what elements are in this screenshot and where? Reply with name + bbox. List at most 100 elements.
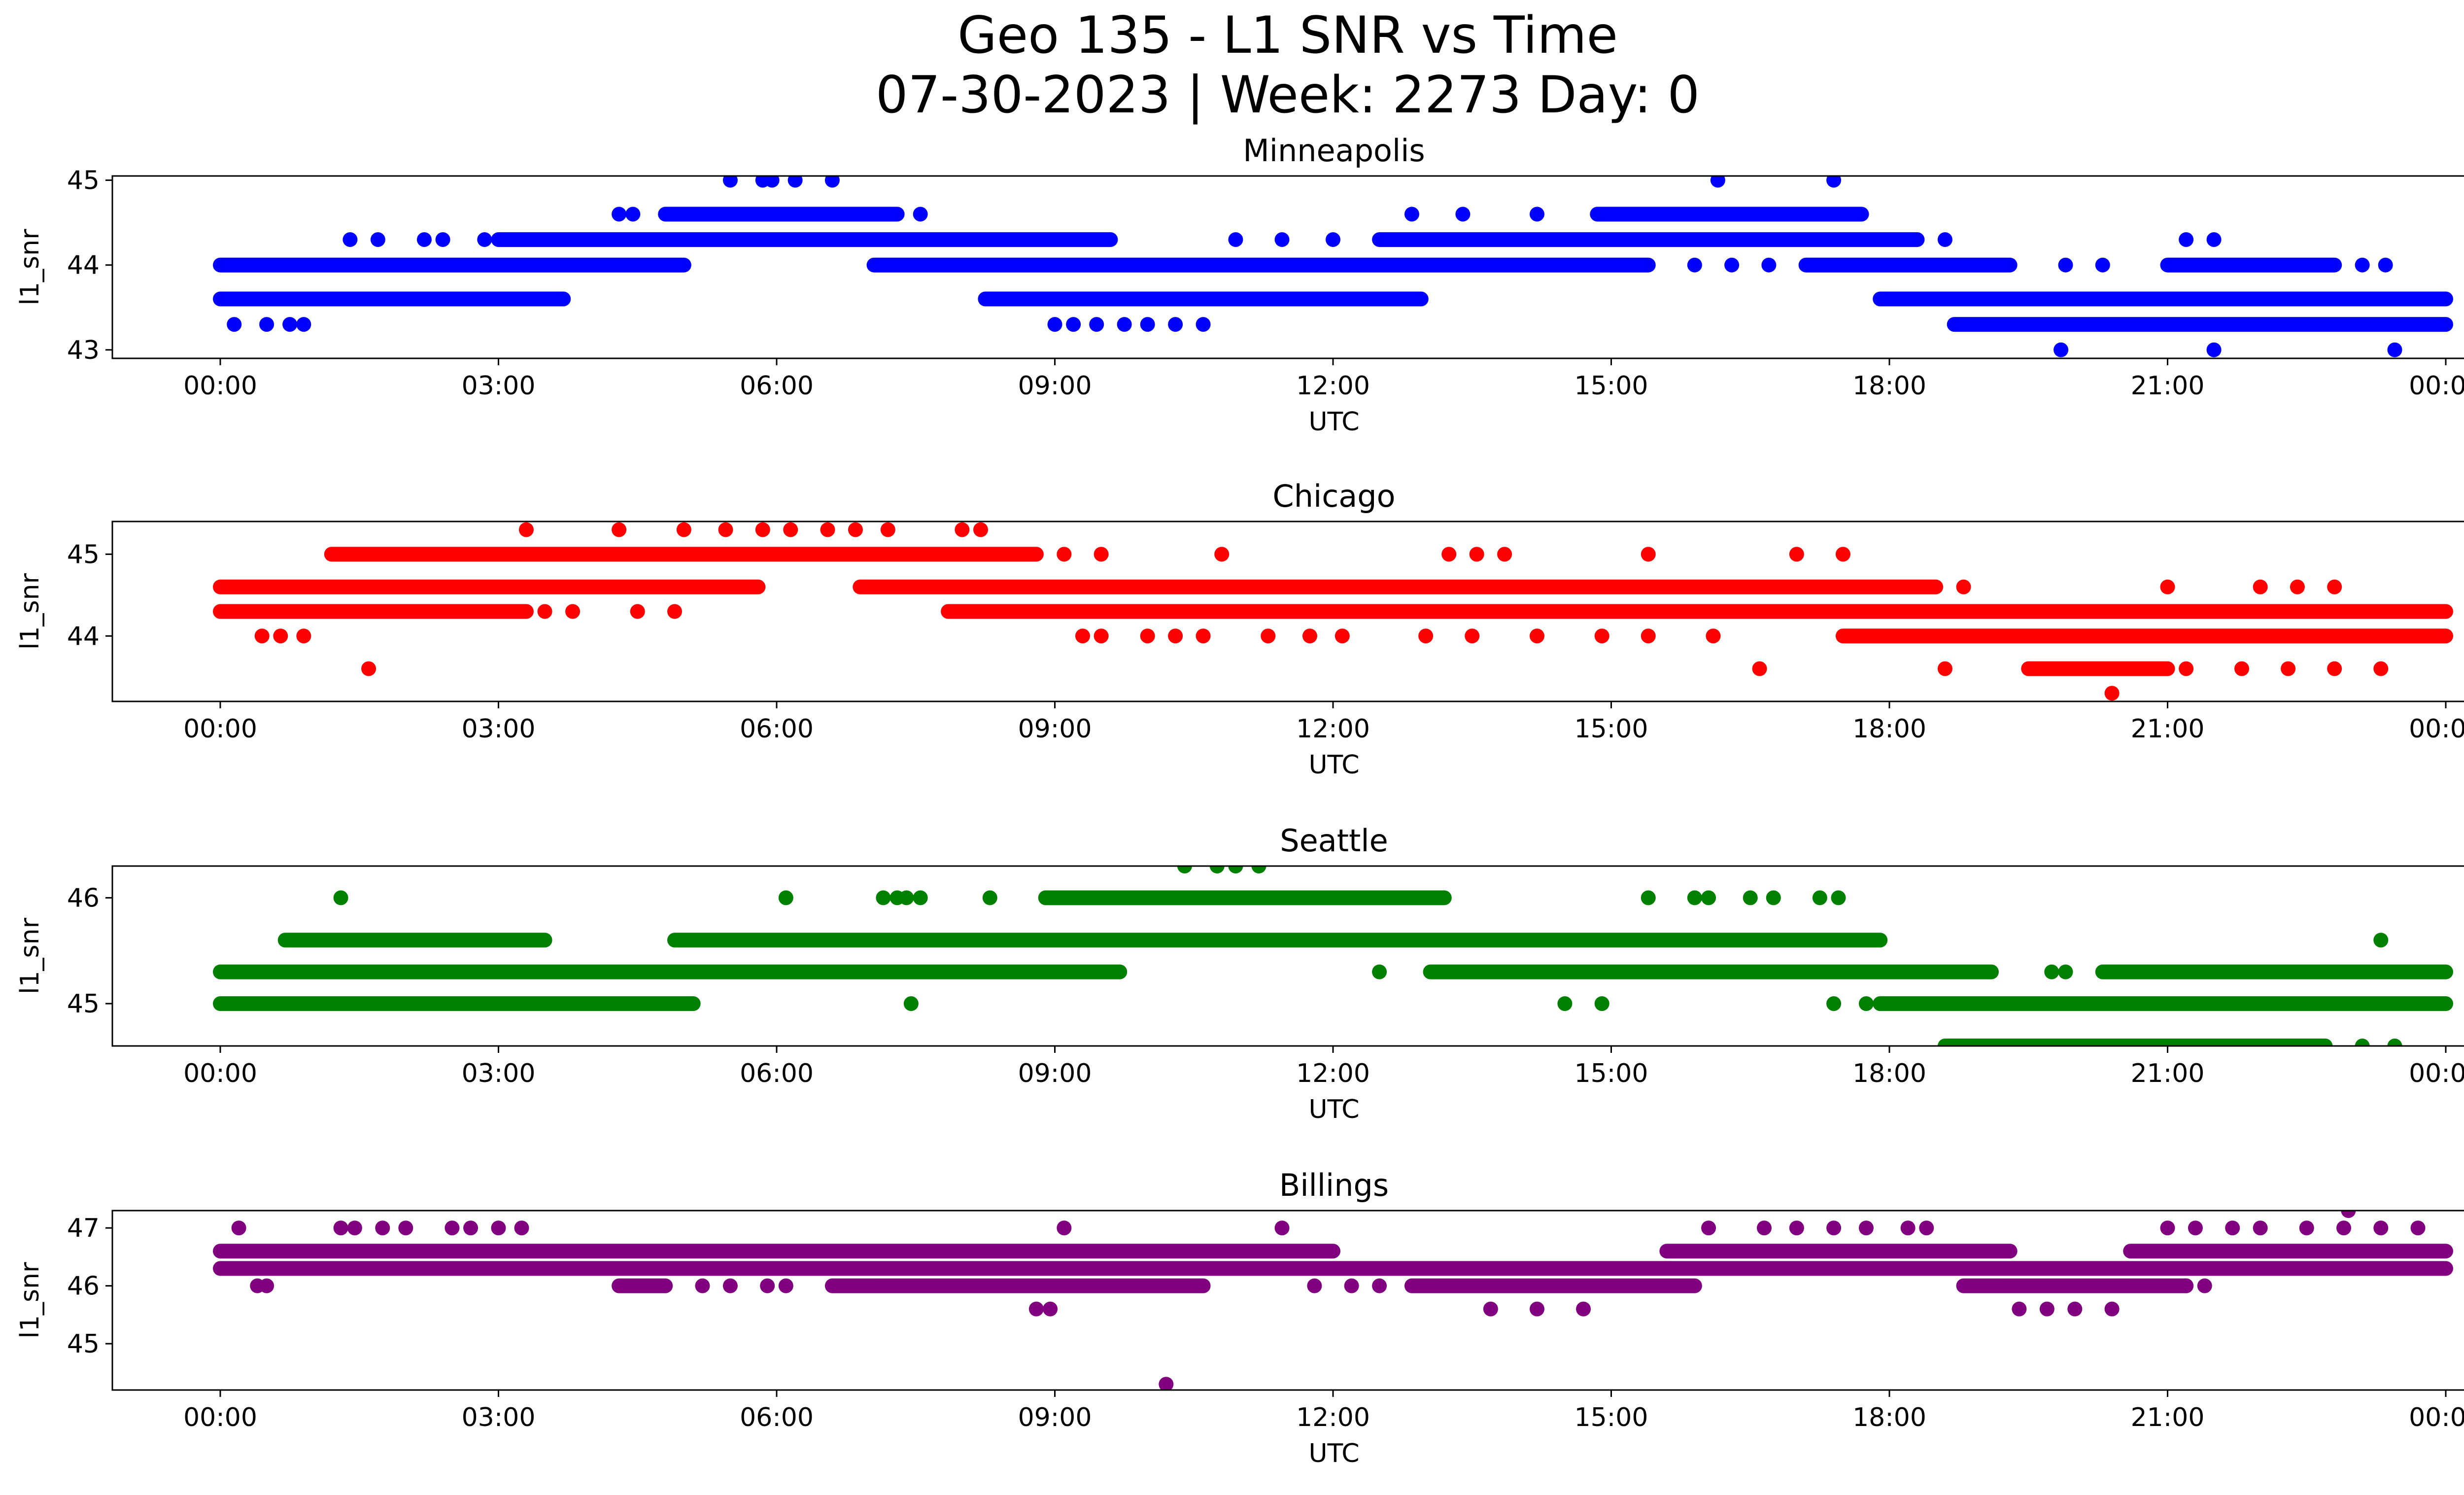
data-point [2067,1301,2083,1317]
data-band [1038,890,1452,905]
data-point [722,1278,738,1293]
data-point [1789,1220,1804,1236]
data-point [755,522,770,537]
data-point [231,1220,246,1236]
data-point [2179,661,2194,676]
data-point [1858,1220,1874,1236]
x-tick-label: 12:00 [1296,1403,1370,1432]
data-point [2206,342,2222,357]
data-point [903,996,919,1011]
data-point [1326,232,1340,247]
x-tick-label: 09:00 [1018,1403,1092,1432]
data-band [213,291,571,307]
x-tick-label: 18:00 [1852,1403,1926,1432]
x-tick-label: 12:00 [1296,1059,1370,1088]
data-point [1159,1377,1174,1390]
x-tick-label: 12:00 [1296,714,1370,744]
y-axis-label: l1_snr [15,229,45,306]
x-axis-label: UTC [1308,750,1359,780]
y-axis-label: l1_snr [15,917,45,994]
data-point [1344,1278,1359,1293]
data-band [1937,1039,2333,1046]
data-band [824,1278,1211,1293]
data-point [1701,1220,1716,1236]
y-tick-label: 45 [67,540,100,569]
data-point [1089,317,1104,332]
x-tick-label: 21:00 [2131,1403,2205,1432]
data-point [1701,890,1716,905]
data-point [612,522,627,537]
data-point [1094,547,1109,562]
data-band [213,964,1128,979]
data-point [259,317,274,332]
y-tick-label: 47 [67,1214,100,1243]
x-tick-label: 00:00 [2409,1059,2464,1088]
x-tick-label: 03:00 [462,1403,536,1432]
data-point [1483,1301,1498,1317]
data-point [1724,257,1740,273]
data-point [1274,1220,1290,1236]
data-point [296,317,311,332]
y-tick-label: 44 [67,251,100,280]
y-tick-label: 45 [67,1329,100,1359]
data-point [1196,317,1211,332]
x-axis-label: UTC [1308,1439,1359,1468]
data-point [254,628,270,644]
data-point [1168,317,1183,332]
data-point [333,890,348,905]
data-point [491,1220,506,1236]
data-point [296,628,311,644]
y-tick-label: 45 [67,989,100,1019]
data-point [1196,628,1211,644]
data-point [1094,628,1109,644]
subplot-title: Chicago [1272,478,1395,514]
data-point [1752,661,1767,676]
data-point [2373,661,2389,676]
data-point [2197,1278,2212,1293]
data-point [435,232,450,247]
data-point [1641,628,1656,644]
data-point [1826,996,1842,1011]
data-point [1497,547,1512,562]
data-point [2225,1220,2240,1236]
data-point [848,522,863,537]
data-point [2387,342,2402,357]
data-point [333,1220,348,1236]
data-point [2299,1220,2314,1236]
data-point [1756,1220,1772,1236]
data-point [1057,1220,1072,1236]
data-point [876,890,891,905]
data-point [1831,890,1846,905]
data-point [820,522,835,537]
x-tick-label: 09:00 [1018,714,1092,744]
y-tick-label: 44 [67,622,100,651]
data-point [778,890,793,905]
data-point [778,1278,793,1293]
x-tick-label: 00:00 [183,1403,257,1432]
data-point [973,522,988,537]
data-point [1228,866,1243,873]
data-point [1047,317,1062,332]
data-point [1302,628,1317,644]
data-point [1057,547,1072,562]
data-point [1956,579,1971,594]
data-point [347,1220,362,1236]
data-point [2355,257,2370,273]
data-band [213,604,534,619]
data-point [1900,1220,1916,1236]
data-point [1214,547,1230,562]
data-band [277,933,552,948]
data-point [630,604,645,619]
data-band [213,1244,1340,1259]
chart-panel-billings: Billings 00:00 03:00 06:00 09:00 12:00 15:00 18… [15,1167,2464,1468]
data-point [1372,1278,1387,1293]
data-point [2290,579,2305,594]
data-point [1028,1301,1044,1317]
x-tick-label: 15:00 [1574,1403,1648,1432]
data-point [2327,579,2342,594]
x-axis-label: UTC [1308,407,1359,437]
data-point [2044,964,2059,979]
data-band [658,207,905,222]
y-tick-label: 46 [67,1272,100,1301]
plot-frame [111,865,2464,1047]
